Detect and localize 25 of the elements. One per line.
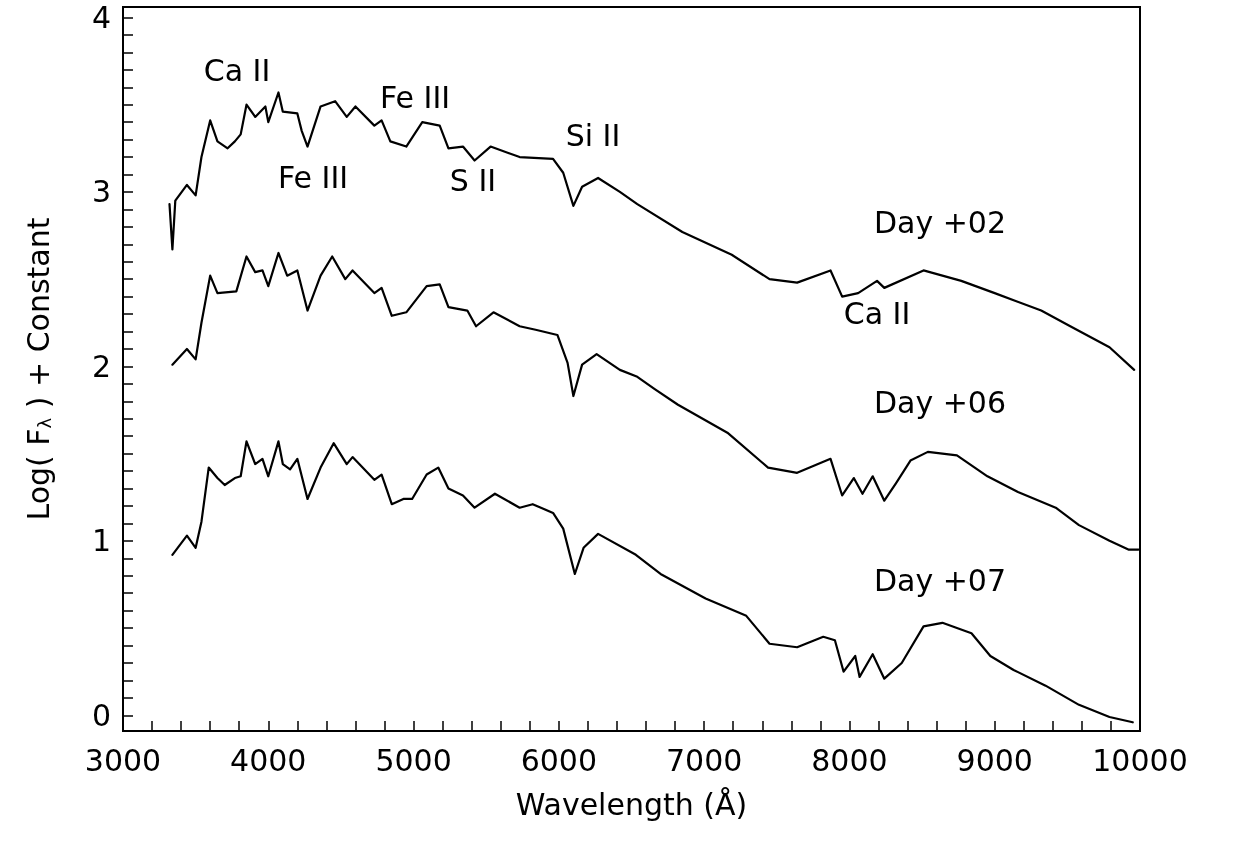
annotation: S II [449, 162, 497, 198]
x-tick-label: 6000 [520, 742, 598, 778]
x-tick-label: 7000 [665, 742, 743, 778]
annotation: Ca II [203, 52, 271, 88]
x-tick-label: 3000 [84, 742, 162, 778]
y-tick-label: 2 [91, 348, 111, 384]
y-tick-label: 4 [91, 0, 111, 35]
annotation: Fe III [379, 79, 451, 115]
x-axis-title: Wavelength (Å) [515, 786, 748, 822]
annotation: Si II [565, 117, 621, 153]
annotation: Fe III [277, 159, 349, 195]
annotation: Ca II [843, 295, 911, 331]
y-axis-title: Log( Fλ ) + Constant [20, 217, 56, 521]
y-tick-label: 1 [91, 523, 111, 559]
x-tick-label: 4000 [230, 742, 307, 778]
x-tick-label: 8000 [811, 742, 888, 778]
y-tick-label: 0 [91, 697, 111, 733]
x-tick-label: 10000 [1092, 742, 1188, 778]
annotation: Day +02 [873, 204, 1007, 240]
annotation: Day +06 [873, 384, 1007, 420]
line-series [171, 440, 1134, 724]
annotation: Day +07 [873, 562, 1007, 598]
y-tick-label: 3 [91, 174, 111, 210]
x-tick-label: 5000 [375, 742, 452, 778]
x-tick-label: 9000 [956, 742, 1033, 778]
